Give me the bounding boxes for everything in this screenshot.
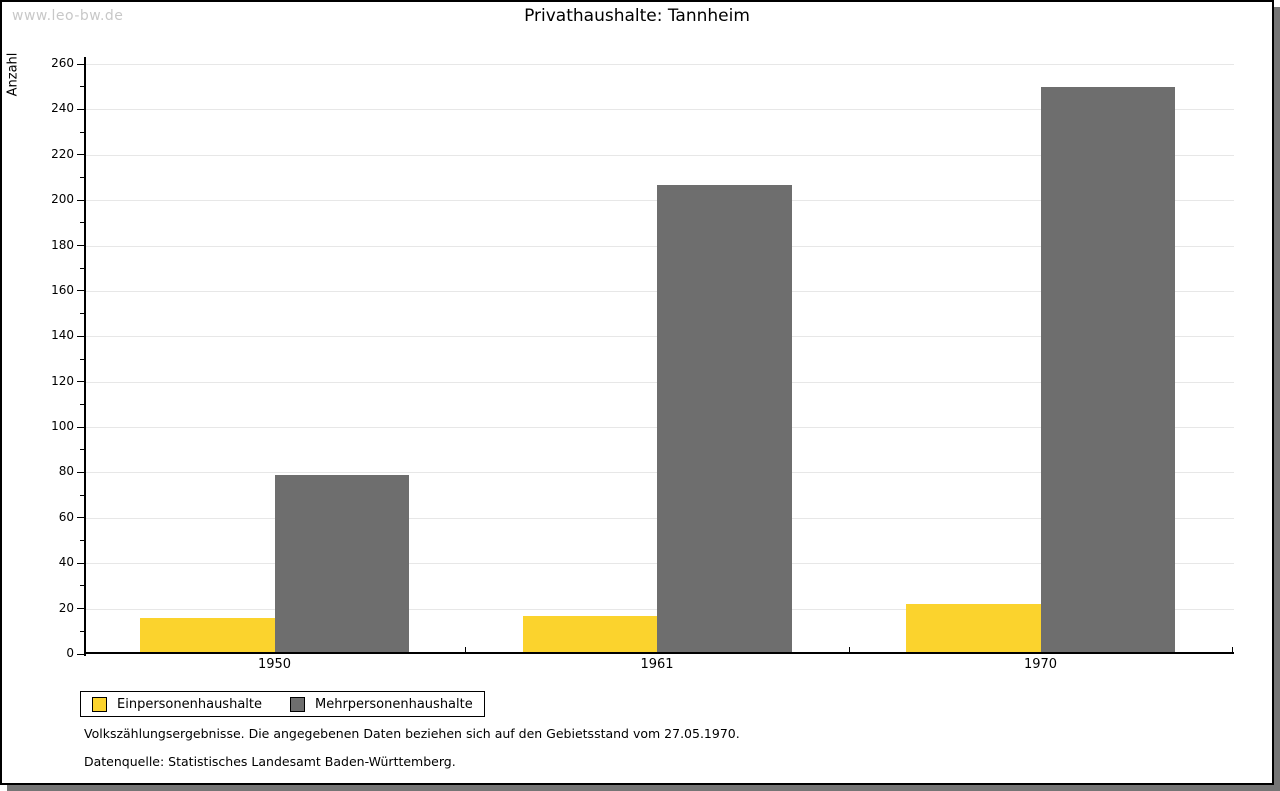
chart-title: Privathaushalte: Tannheim (524, 6, 750, 26)
y-axis-minor-tick (80, 131, 84, 133)
y-axis-minor-tick (80, 86, 84, 88)
x-category-label: 1970 (1023, 657, 1058, 672)
y-axis-minor-tick (80, 630, 84, 632)
y-axis-tick (77, 517, 84, 519)
y-axis-tick (77, 245, 84, 247)
bar-einpersonenhaushalte-1970 (906, 604, 1041, 652)
y-axis-tick-label: 120 (51, 373, 74, 388)
y-axis-minor-tick (80, 267, 84, 269)
y-axis-tick (77, 290, 84, 292)
x-axis-tick (849, 647, 850, 652)
y-axis-tick-label: 140 (51, 328, 74, 343)
y-axis-tick (77, 608, 84, 610)
y-axis-tick (77, 653, 84, 655)
y-axis-line (84, 57, 86, 656)
y-axis-tick-label: 80 (58, 464, 74, 479)
x-axis-line (84, 652, 1234, 654)
x-category-label: 1961 (640, 657, 674, 672)
y-axis-tick (77, 335, 84, 337)
bar-mehrpersonenhaushalte-1950 (274, 475, 409, 652)
y-axis-tick-label: 240 (51, 101, 74, 116)
legend: Einpersonenhaushalte Mehrpersonenhaushalt… (80, 691, 485, 717)
y-axis-tick-label: 40 (58, 555, 74, 570)
y-axis-minor-tick (80, 449, 84, 451)
legend-swatch-icon (92, 696, 107, 712)
y-axis-tick-label: 260 (51, 56, 74, 70)
y-axis-tick-label: 100 (51, 419, 74, 434)
y-axis-minor-tick (80, 222, 84, 224)
legend-item: Einpersonenhaushalte (92, 696, 262, 712)
y-axis-minor-tick (80, 403, 84, 405)
plot-area: 0 20 40 60 80 100 120 140 160 180 200 220 240 260 1950… (51, 56, 1234, 672)
legend-label: Einpersonenhaushalte (117, 696, 262, 712)
x-axis-tick (84, 647, 85, 652)
watermark: www.leo-bw.de (12, 8, 124, 24)
y-axis-tick-label: 220 (51, 146, 74, 161)
y-gridline (86, 109, 1234, 111)
y-axis-minor-tick (80, 585, 84, 587)
y-gridline (86, 64, 1234, 65)
footnote-data-source: Datenquelle: Statistisches Landesamt Bad… (84, 754, 456, 769)
y-axis-tick-label: 200 (51, 192, 74, 207)
y-gridline (86, 154, 1234, 156)
bar-einpersonenhaushalte-1950 (140, 617, 275, 652)
legend-label: Mehrpersonenhaushalte (315, 696, 473, 712)
y-axis-tick (77, 63, 84, 65)
y-axis-tick-label: 180 (51, 237, 74, 252)
bar-einpersonenhaushalte-1961 (522, 615, 657, 652)
y-axis-tick-label: 60 (58, 509, 74, 524)
x-axis-tick (1232, 647, 1233, 652)
y-axis-tick-label: 160 (51, 282, 74, 297)
footnotes: Volkszählungsergebnisse. Die angegebenen… (84, 726, 740, 782)
y-axis-minor-tick (80, 358, 84, 360)
y-axis-tick (77, 199, 84, 201)
y-axis-tick (77, 381, 84, 383)
y-axis-tick (77, 108, 84, 110)
y-axis-tick (77, 471, 84, 473)
y-axis-label: Anzahl (5, 52, 21, 97)
legend-swatch-icon (290, 696, 305, 712)
footnote-source-note: Volkszählungsergebnisse. Die angegebenen… (84, 726, 740, 741)
y-axis-minor-tick (80, 313, 84, 315)
y-axis-minor-tick (80, 494, 84, 496)
bar-mehrpersonenhaushalte-1970 (1040, 86, 1175, 652)
y-axis-tick-label: 20 (58, 600, 74, 615)
y-axis-tick (77, 154, 84, 156)
legend-item: Mehrpersonenhaushalte (290, 696, 473, 712)
bar-mehrpersonenhaushalte-1961 (657, 184, 792, 652)
x-axis-tick (465, 647, 466, 652)
y-axis-minor-tick (80, 176, 84, 178)
y-axis-tick (77, 426, 84, 428)
y-axis-minor-tick (80, 540, 84, 542)
x-category-label: 1950 (257, 657, 292, 672)
y-axis-tick (77, 562, 84, 564)
y-axis-tick-label: 0 (66, 646, 74, 660)
